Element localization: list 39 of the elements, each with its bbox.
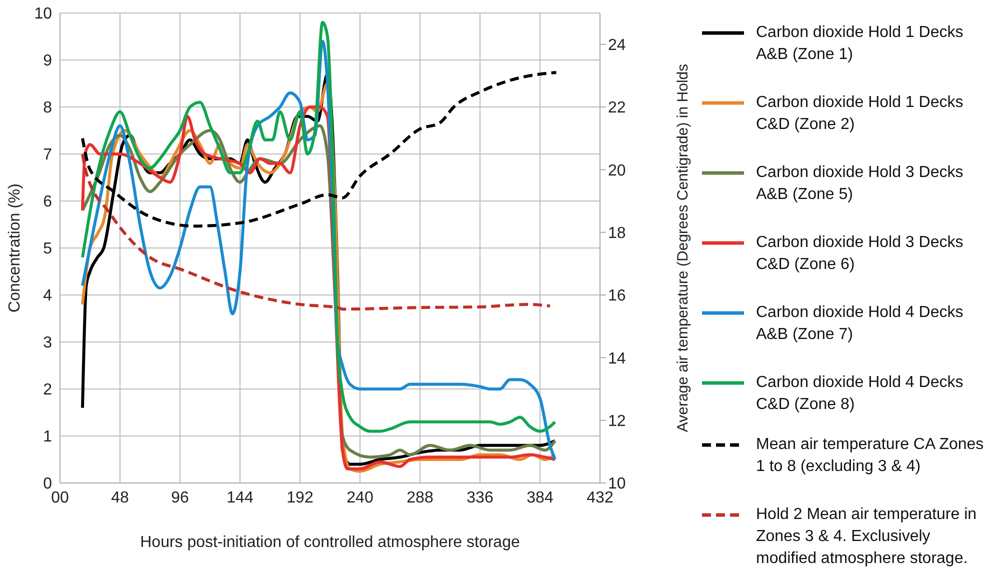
y2-tick-label: 24 xyxy=(608,37,626,54)
legend-label: Mean air temperature CA Zones 1 to 8 (excluding 3 & 4) xyxy=(756,435,985,477)
x-tick-label: 48 xyxy=(111,489,129,506)
y-tick-label: 9 xyxy=(43,52,52,70)
legend-label: Hold 2 Mean air temperature in Zones 3 & 4. Exclusively modified atmosphere storage. xyxy=(756,505,978,569)
y-axis-title: Concentration (%) xyxy=(6,184,24,312)
legend-label: Carbon dioxide Hold 4 Decks C&D (Zone 8) xyxy=(756,373,964,415)
y2-tick-label: 12 xyxy=(608,413,626,430)
y-tick-label: 1 xyxy=(43,428,52,446)
y2-tick-label: 14 xyxy=(608,350,626,368)
x-tick-label: 192 xyxy=(286,489,314,506)
y-tick-label: 0 xyxy=(43,476,52,493)
x-tick-label: 384 xyxy=(526,489,554,506)
y-tick-label: 5 xyxy=(43,240,52,258)
x-axis-title: Hours post-initiation of controlled atmosphere storage xyxy=(140,534,520,551)
y2-tick-label: 18 xyxy=(608,225,626,242)
y-tick-label: 2 xyxy=(43,382,52,399)
y-tick-label: 7 xyxy=(43,146,52,164)
y2-tick-label: 16 xyxy=(608,288,626,305)
y-tick-label: 4 xyxy=(43,288,52,305)
y-tick-label: 3 xyxy=(43,334,52,352)
x-tick-label: 240 xyxy=(346,489,374,506)
x-tick-label: 336 xyxy=(466,489,494,506)
legend-label: Carbon dioxide Hold 4 Decks A&B (Zone 7) xyxy=(756,303,964,345)
y-tick-label: 10 xyxy=(34,6,52,23)
y-tick-label: 6 xyxy=(43,194,52,211)
x-tick-label: 00 xyxy=(51,489,69,506)
legend-label: Carbon dioxide Hold 1 Decks A&B (Zone 1) xyxy=(756,23,964,65)
line-series xyxy=(81,152,552,311)
x-tick-label: 144 xyxy=(226,489,254,506)
y2-axis-title: Average air temperature (Degrees Centigrade) in Holds xyxy=(674,64,692,432)
legend-label: Carbon dioxide Hold 3 Decks C&D (Zone 6) xyxy=(756,233,964,275)
legend-label: Carbon dioxide Hold 3 Decks A&B (Zone 5) xyxy=(756,163,964,205)
y-tick-label: 8 xyxy=(43,100,52,117)
x-tick-label: 288 xyxy=(406,489,434,506)
x-tick-label: 96 xyxy=(171,489,189,506)
legend-label: Carbon dioxide Hold 1 Decks C&D (Zone 2) xyxy=(756,93,964,135)
y2-tick-label: 22 xyxy=(608,100,626,117)
y2-tick-label: 20 xyxy=(608,162,626,180)
